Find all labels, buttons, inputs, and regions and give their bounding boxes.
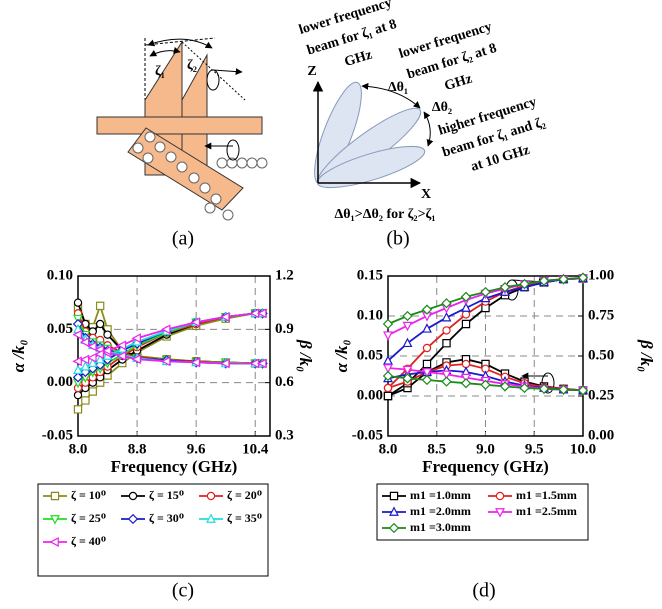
y-axis-title: α /k₀ <box>332 340 351 373</box>
y-tick-label: -0.05 <box>42 427 73 443</box>
x-axis-title: Frequency (GHz) <box>422 457 549 476</box>
marker <box>74 299 81 306</box>
angle-label: ζ₂ <box>187 58 197 73</box>
marker <box>74 406 81 413</box>
caption: (b) <box>386 228 409 250</box>
x-tick-label: 8.0 <box>69 441 88 457</box>
marker <box>97 320 104 327</box>
legend-label: ζ = 30ᴼ <box>149 511 184 525</box>
marker <box>462 320 469 327</box>
y2-tick-label: 0.75 <box>588 307 614 323</box>
marker <box>89 388 96 395</box>
marker <box>462 311 469 318</box>
axis-label: X <box>421 187 431 202</box>
legend-label: m1 =2.0mm <box>410 504 471 518</box>
panel-a: ζ₁ ζ₂ (a) <box>97 38 267 250</box>
y2-tick-label: 0.50 <box>588 347 614 363</box>
legend-label: m1 =1.0mm <box>410 488 471 502</box>
y-tick-label: 0.15 <box>357 267 383 283</box>
marker <box>462 379 471 388</box>
x-tick-label: 9.5 <box>525 441 544 457</box>
figure: ζ₁ ζ₂ (a) Z X Δθ₁ Δθ₂ lower frequency be… <box>0 0 662 609</box>
marker <box>443 340 450 347</box>
delta-label: Δθ₂ <box>432 100 452 115</box>
x-tick-label: 10.0 <box>570 441 596 457</box>
y-tick-label: 0.10 <box>357 307 383 323</box>
marker <box>403 312 412 321</box>
y-tick-label: 0.10 <box>47 267 73 283</box>
marker <box>423 324 431 332</box>
caption: (d) <box>472 580 495 602</box>
legend-label: m1 =2.5mm <box>516 504 577 518</box>
y2-tick-label: 1.00 <box>588 267 614 283</box>
note-line: GHz <box>443 72 474 95</box>
legend-label: ζ = 15ᴼ <box>149 488 184 502</box>
x-tick-label: 8.0 <box>379 441 398 457</box>
marker <box>423 344 430 351</box>
legend-label: ζ = 40ᴼ <box>71 534 106 548</box>
legend-label: ζ = 20ᴼ <box>227 488 262 502</box>
marker <box>104 331 111 338</box>
condition: Δθ₁>Δθ₂ for ζ₂>ζ₁ <box>334 207 435 222</box>
y2-tick-label: 0.9 <box>275 321 294 337</box>
marker <box>82 397 89 404</box>
panel-b: Z X Δθ₁ Δθ₂ lower frequency beam for ζ₁ … <box>297 0 553 250</box>
caption: (a) <box>172 228 194 250</box>
legend-marker <box>496 492 503 499</box>
x-tick-label: 8.5 <box>427 441 446 457</box>
legend-marker <box>129 492 136 499</box>
legend-label: m1 =1.5mm <box>516 488 577 502</box>
angle-arrow <box>424 112 430 146</box>
x-tick-label: 10.4 <box>242 441 269 457</box>
marker <box>423 376 432 385</box>
marker <box>74 392 81 399</box>
axis-label: Z <box>307 64 316 79</box>
angle-label: ζ₁ <box>155 64 165 79</box>
y2-axis-title: β /k₀ <box>637 339 656 372</box>
x-tick-label: 8.8 <box>128 441 147 457</box>
legend-label: ζ = 10ᴼ <box>71 488 106 502</box>
x-tick-label: 9.0 <box>476 441 495 457</box>
element-bar <box>97 117 262 134</box>
marker <box>384 320 393 329</box>
legend-marker <box>51 492 58 499</box>
beam-lobes <box>306 78 429 196</box>
y-tick-label: 0.05 <box>357 347 383 363</box>
marker <box>384 392 391 399</box>
x-tick-label: 9.6 <box>187 441 206 457</box>
marker <box>404 339 412 347</box>
marker <box>442 377 451 386</box>
note-line: GHz <box>343 48 374 71</box>
caption: (c) <box>172 580 194 602</box>
y2-tick-label: 0.6 <box>275 374 294 390</box>
legend-marker <box>390 492 397 499</box>
y2-tick-label: 0.00 <box>588 427 614 443</box>
y2-axis-title: β /k₀ <box>296 339 315 372</box>
y-tick-label: 0.05 <box>47 321 73 337</box>
y-tick-label: -0.05 <box>352 427 383 443</box>
legend-label: m1 =3.0mm <box>410 520 471 534</box>
marker <box>97 302 104 309</box>
legend-marker <box>207 492 214 499</box>
y-tick-label: 0.00 <box>47 374 73 390</box>
y2-tick-label: 1.2 <box>275 267 294 283</box>
beam-note: lower frequency beam for ζ₂ at 8 GHz <box>397 19 506 104</box>
legend-label: ζ = 25ᴼ <box>71 511 106 525</box>
y-tick-label: 0.00 <box>357 387 383 403</box>
marker <box>384 332 392 340</box>
y2-tick-label: 0.3 <box>275 427 294 443</box>
x-axis-title: Frequency (GHz) <box>111 457 238 476</box>
delta-label: Δθ₁ <box>388 80 408 95</box>
marker <box>384 384 391 391</box>
y2-tick-label: 0.25 <box>588 387 614 403</box>
y-axis-title: α /k₀ <box>9 340 28 373</box>
marker <box>443 327 450 334</box>
legend-label: ζ = 35ᴼ <box>227 511 262 525</box>
